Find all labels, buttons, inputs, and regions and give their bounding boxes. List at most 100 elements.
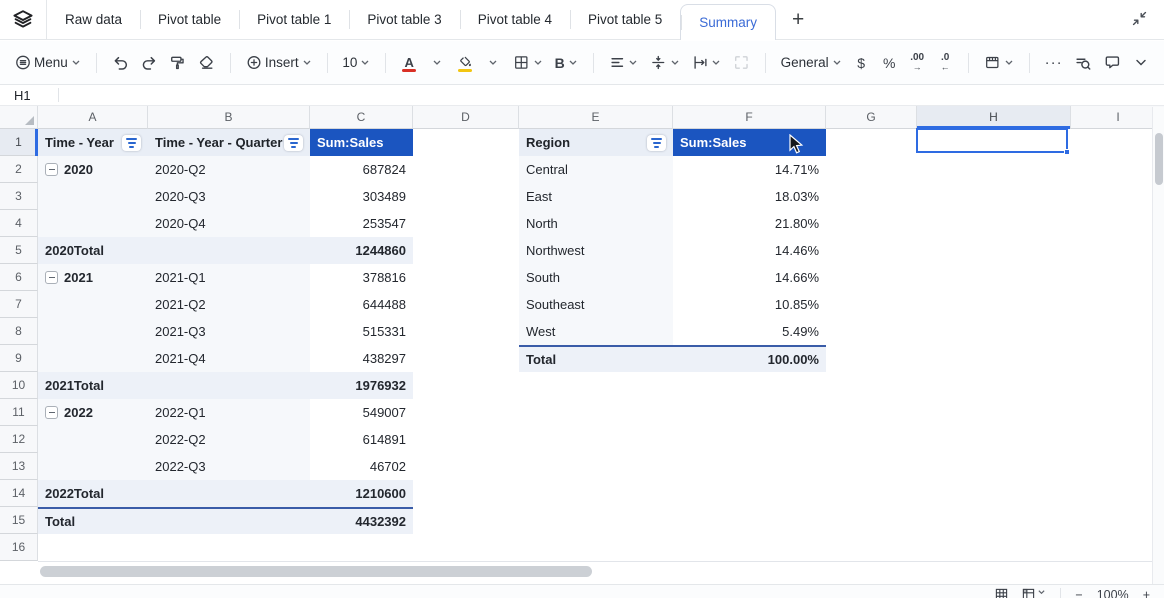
cell-G4[interactable]	[826, 210, 918, 238]
percent-format-button[interactable]: %	[876, 49, 902, 77]
cell-F4[interactable]: 21.80%	[673, 210, 827, 238]
col-header-D[interactable]: D	[413, 106, 519, 129]
cell-I15[interactable]	[1071, 507, 1164, 535]
cell-F1[interactable]: Sum:Sales	[673, 129, 827, 157]
cell-H13[interactable]	[917, 453, 1072, 481]
tab-pivot-table-5[interactable]: Pivot table 5	[569, 0, 680, 39]
cell-C1[interactable]: Sum:Sales	[310, 129, 414, 157]
collapse-toggle-icon[interactable]	[45, 271, 58, 284]
cell-I6[interactable]	[1071, 264, 1164, 292]
add-sheet-button[interactable]: +	[776, 9, 820, 30]
row-header-11[interactable]: 11	[0, 399, 38, 426]
cell-B15[interactable]	[148, 507, 311, 535]
cell-A8[interactable]	[38, 318, 149, 346]
cell-C7[interactable]: 644488	[310, 291, 414, 319]
cell-E14[interactable]	[519, 480, 674, 508]
cell-C13[interactable]: 46702	[310, 453, 414, 481]
select-all-corner[interactable]	[0, 106, 38, 129]
cell-G5[interactable]	[826, 237, 918, 265]
tab-raw-data[interactable]: Raw data	[65, 12, 123, 27]
cell-A11[interactable]: 2022	[38, 399, 149, 427]
cell-C14[interactable]: 1210600	[310, 480, 414, 508]
cell-A7[interactable]	[38, 291, 149, 319]
row-header-14[interactable]: 14	[0, 480, 38, 507]
row-header-10[interactable]: 10	[0, 372, 38, 399]
cell-E2[interactable]: Central	[519, 156, 674, 184]
cell-B16[interactable]	[148, 534, 311, 562]
row-header-4[interactable]: 4	[0, 210, 38, 237]
redo-button[interactable]	[136, 49, 163, 77]
cell-A6[interactable]: 2021	[38, 264, 149, 292]
cell-G1[interactable]	[826, 129, 918, 157]
fill-color-dropdown[interactable]	[480, 49, 506, 77]
cell-D14[interactable]	[413, 480, 520, 508]
cell-G8[interactable]	[826, 318, 918, 346]
cell-D9[interactable]	[413, 345, 520, 373]
cell-H12[interactable]	[917, 426, 1072, 454]
bold-button[interactable]: B	[550, 49, 583, 77]
col-header-F[interactable]: F	[673, 106, 826, 129]
font-size-select[interactable]: 10	[338, 49, 376, 77]
freeze-panes-button[interactable]	[1022, 588, 1046, 598]
cell-I12[interactable]	[1071, 426, 1164, 454]
cell-A14[interactable]: 2022Total	[38, 480, 149, 508]
cell-B5[interactable]	[148, 237, 311, 265]
cell-C5[interactable]: 1244860	[310, 237, 414, 265]
cell-H2[interactable]	[917, 156, 1072, 184]
cell-B13[interactable]: 2022-Q3	[148, 453, 311, 481]
tab-pivot-table-1[interactable]: Pivot table 1	[239, 0, 349, 39]
more-tools-button[interactable]: ···	[1040, 49, 1068, 77]
cell-H10[interactable]	[917, 372, 1072, 400]
cell-F9[interactable]: 100.00%	[673, 345, 827, 373]
collapse-window-icon[interactable]	[1115, 10, 1164, 30]
cell-C2[interactable]: 687824	[310, 156, 414, 184]
row-header-3[interactable]: 3	[0, 183, 38, 210]
cell-B4[interactable]: 2020-Q4	[148, 210, 311, 238]
cell-G16[interactable]	[826, 534, 918, 562]
currency-format-button[interactable]: $	[848, 49, 874, 77]
comment-button[interactable]	[1099, 49, 1126, 77]
cell-E8[interactable]: West	[519, 318, 674, 346]
cell-G13[interactable]	[826, 453, 918, 481]
cell-A13[interactable]	[38, 453, 149, 481]
cell-G10[interactable]	[826, 372, 918, 400]
cell-I14[interactable]	[1071, 480, 1164, 508]
col-header-C[interactable]: C	[310, 106, 413, 129]
row-header-1[interactable]: 1	[0, 129, 38, 156]
cell-C12[interactable]: 614891	[310, 426, 414, 454]
cell-H4[interactable]	[917, 210, 1072, 238]
row-header-2[interactable]: 2	[0, 156, 38, 183]
cell-C3[interactable]: 303489	[310, 183, 414, 211]
cell-I16[interactable]	[1071, 534, 1164, 562]
cell-F11[interactable]	[673, 399, 827, 427]
cell-C4[interactable]: 253547	[310, 210, 414, 238]
cell-A12[interactable]	[38, 426, 149, 454]
text-color-dropdown[interactable]	[424, 49, 450, 77]
cell-G9[interactable]	[826, 345, 918, 373]
insert-button[interactable]: Insert	[241, 49, 317, 77]
name-box[interactable]: H1	[14, 87, 31, 103]
cell-F8[interactable]: 5.49%	[673, 318, 827, 346]
cell-D4[interactable]	[413, 210, 520, 238]
cell-H5[interactable]	[917, 237, 1072, 265]
cell-D3[interactable]	[413, 183, 520, 211]
cell-H1[interactable]	[917, 129, 1072, 157]
cell-B2[interactable]: 2020-Q2	[148, 156, 311, 184]
cell-F16[interactable]	[673, 534, 827, 562]
cell-D7[interactable]	[413, 291, 520, 319]
row-header-6[interactable]: 6	[0, 264, 38, 291]
cell-G12[interactable]	[826, 426, 918, 454]
col-header-E[interactable]: E	[519, 106, 673, 129]
cell-F5[interactable]: 14.46%	[673, 237, 827, 265]
cell-D8[interactable]	[413, 318, 520, 346]
cell-C6[interactable]: 378816	[310, 264, 414, 292]
cell-G7[interactable]	[826, 291, 918, 319]
cell-E3[interactable]: East	[519, 183, 674, 211]
cell-D16[interactable]	[413, 534, 520, 562]
increase-decimal-button[interactable]: .00 →	[904, 49, 930, 77]
cell-B10[interactable]	[148, 372, 311, 400]
cell-E16[interactable]	[519, 534, 674, 562]
number-format-select[interactable]: General	[776, 49, 846, 77]
cell-F14[interactable]	[673, 480, 827, 508]
cell-D6[interactable]	[413, 264, 520, 292]
